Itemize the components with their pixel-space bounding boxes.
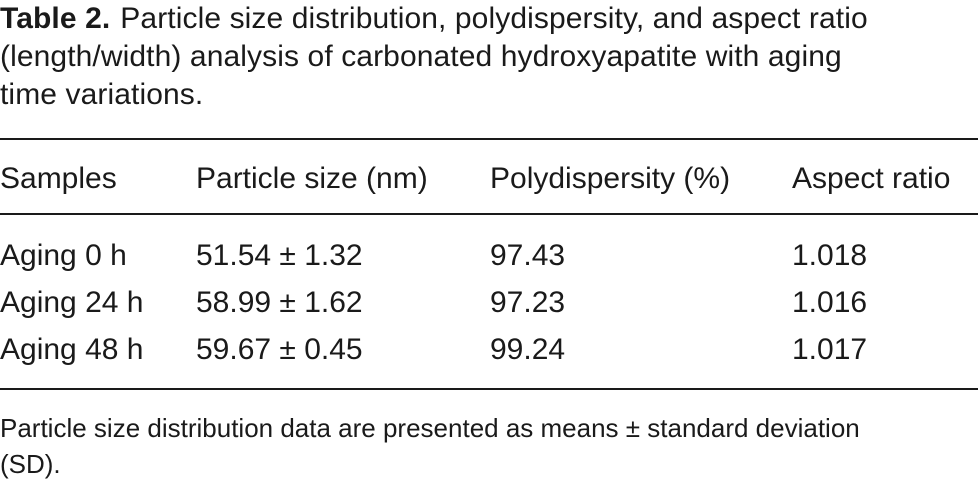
cell-particle-size: 58.99 ± 1.62	[196, 286, 363, 319]
cell-polydispersity: 97.43	[490, 239, 566, 272]
cell-aspect-ratio: 1.017	[792, 333, 868, 366]
table-caption: Table 2. Particle size distribution, poly…	[0, 0, 978, 114]
caption-text-line-2: (length/width) analysis of carbonated hy…	[0, 40, 842, 73]
table-label: Table 2.	[0, 2, 111, 35]
header-aspect-ratio: Aspect ratio	[792, 162, 951, 195]
cell-sample: Aging 24 h	[0, 286, 144, 319]
caption-text-line-3: time variations.	[0, 78, 204, 111]
footnote-line-2: (SD).	[0, 449, 61, 479]
cell-sample: Aging 48 h	[0, 333, 144, 366]
cell-aspect-ratio: 1.018	[792, 239, 868, 272]
header-samples: Samples	[0, 162, 117, 195]
cell-aspect-ratio: 1.016	[792, 286, 868, 319]
table-bottom-rule	[0, 388, 978, 390]
cell-polydispersity: 99.24	[490, 333, 566, 366]
table-top-rule	[0, 138, 978, 140]
cell-particle-size: 59.67 ± 0.45	[196, 333, 363, 366]
cell-sample: Aging 0 h	[0, 239, 127, 272]
caption-text-line-1: Particle size distribution, polydispersi…	[120, 2, 868, 35]
header-particle-size: Particle size (nm)	[196, 162, 428, 195]
cell-particle-size: 51.54 ± 1.32	[196, 239, 363, 272]
table-footnote: Particle size distribution data are pres…	[0, 410, 978, 482]
header-polydispersity: Polydispersity (%)	[490, 162, 731, 195]
cell-polydispersity: 97.23	[490, 286, 566, 319]
caption-line-1: Table 2. Particle size distribution, poly…	[0, 0, 978, 38]
footnote-line-1: Particle size distribution data are pres…	[0, 413, 860, 443]
table-header-rule	[0, 213, 978, 215]
